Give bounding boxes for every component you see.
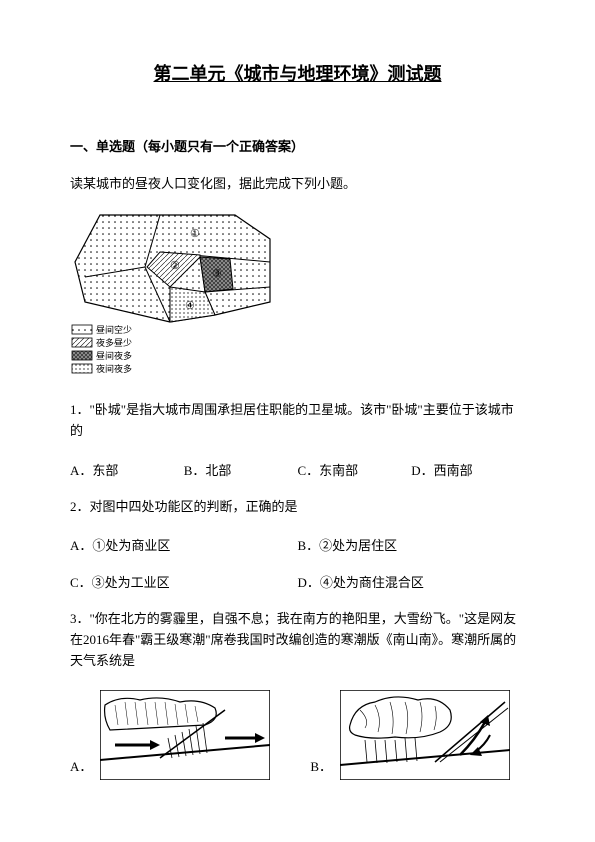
svg-text:①: ① [190,228,200,240]
legend-4: 夜间夜多 [96,363,132,374]
weather-diagrams: A． [70,690,525,780]
q1-opt-d: D．西南部 [411,460,525,479]
page-title: 第二单元《城市与地理环境》测试题 [70,60,525,86]
section-header: 一、单选题（每小题只有一个正确答案） [70,136,525,155]
weather-diagram-a [100,690,270,780]
q1-opt-c: C．东南部 [298,460,412,479]
q1-opt-b: B．北部 [184,460,298,479]
svg-text:②: ② [170,260,180,272]
instruction-text: 读某城市的昼夜人口变化图，据此完成下列小题。 [70,173,525,192]
q2-opt-a: A．①处为商业区 [70,535,298,554]
legend-3: 昼间夜多 [96,350,132,361]
q2-opt-b: B．②处为居住区 [298,535,526,554]
q1-options: A．东部 B．北部 C．东南部 D．西南部 [70,460,525,479]
weather-diagram-b [340,690,510,780]
question-2: 2．对图中四处功能区的判断，正确的是 [70,497,525,518]
question-1: 1．"卧城"是指大城市周围承担居住职能的卫星城。该市"卧城"主要位于该城市的 [70,400,525,442]
legend-1: 昼间空少 [96,324,132,335]
q2-opt-d: D．④处为商住混合区 [298,572,526,591]
q2-options: A．①处为商业区 B．②处为居住区 C．③处为工业区 D．④处为商住混合区 [70,535,525,591]
map-diagram: ① ② ③ ④ 昼间空少 夜多昼少 昼间夜多 夜间夜多 [70,207,525,400]
svg-text:④: ④ [185,300,195,312]
q3-opt-a-label: A． [70,756,92,775]
q1-opt-a: A．东部 [70,460,184,479]
q3-opt-b-label: B． [310,756,332,775]
q2-opt-c: C．③处为工业区 [70,572,298,591]
question-3: 3．"你在北方的雾霾里，自强不息；我在南方的艳阳里，大雪纷飞。"这是网友在201… [70,609,525,671]
svg-text:③: ③ [212,268,222,280]
legend-2: 夜多昼少 [96,337,132,348]
